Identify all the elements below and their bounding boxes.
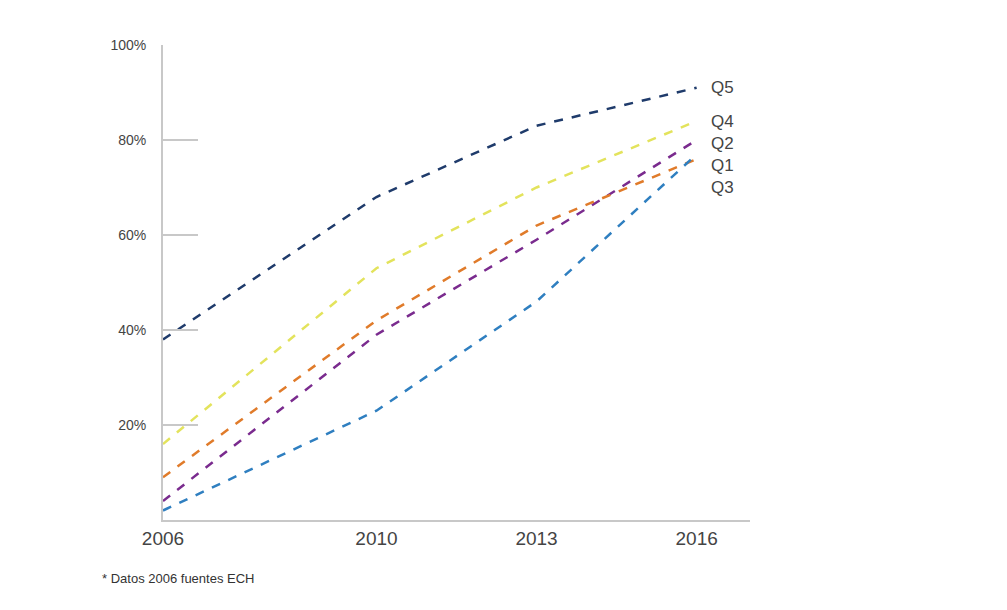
- svg-text:60%: 60%: [118, 227, 146, 243]
- svg-text:Q4: Q4: [711, 112, 734, 131]
- svg-text:2016: 2016: [675, 528, 717, 549]
- svg-text:40%: 40%: [118, 322, 146, 338]
- svg-text:2006: 2006: [142, 528, 184, 549]
- svg-text:100%: 100%: [110, 37, 146, 53]
- svg-text:2010: 2010: [355, 528, 397, 549]
- svg-text:Q2: Q2: [711, 134, 734, 153]
- svg-text:Q1: Q1: [711, 156, 734, 175]
- svg-text:Q5: Q5: [711, 78, 734, 97]
- svg-text:20%: 20%: [118, 417, 146, 433]
- svg-text:Q3: Q3: [711, 178, 734, 197]
- svg-text:80%: 80%: [118, 132, 146, 148]
- svg-text:2013: 2013: [515, 528, 557, 549]
- svg-text:* Datos 2006 fuentes ECH: * Datos 2006 fuentes ECH: [102, 571, 254, 586]
